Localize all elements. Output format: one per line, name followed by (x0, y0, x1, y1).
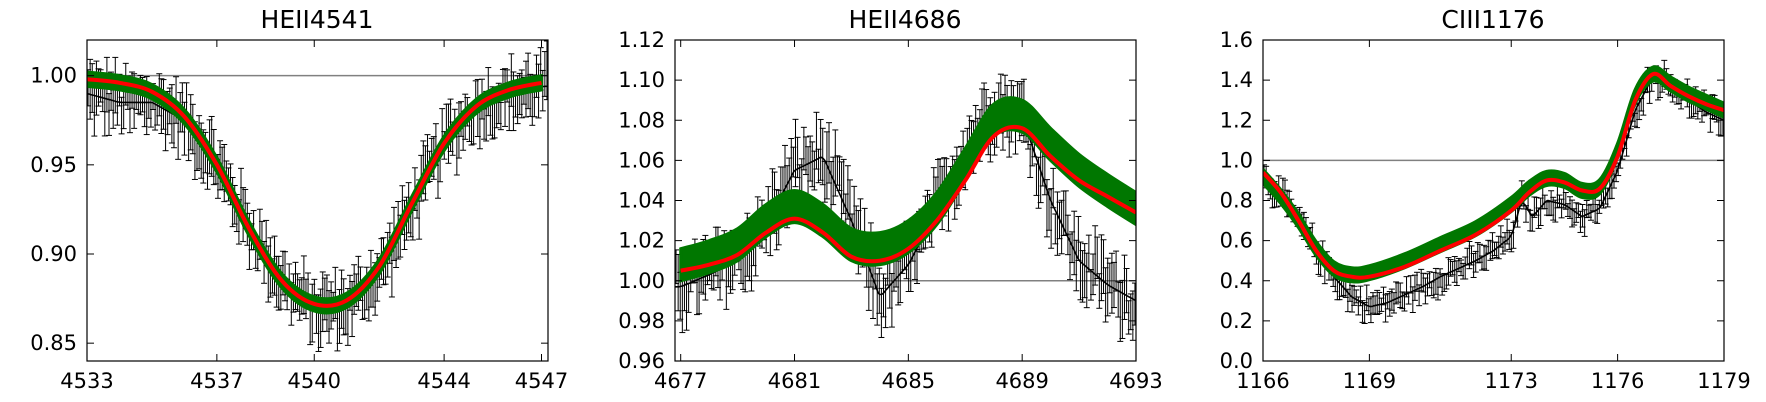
y-tick-label: 0.6 (1220, 229, 1253, 253)
y-tick-label: 1.08 (618, 108, 665, 132)
axes-frame (86, 39, 549, 362)
x-tick-label: 4540 (288, 369, 341, 393)
x-tick-label: 4544 (417, 369, 470, 393)
y-tick-label: 0.95 (30, 153, 77, 177)
y-tick-label: 1.02 (618, 229, 665, 253)
model-band (87, 70, 543, 315)
x-tick-label: 1176 (1591, 369, 1644, 393)
panel-title: HEII4686 (849, 5, 962, 34)
x-tick-label: 4689 (995, 369, 1048, 393)
y-tick-label: 0.96 (618, 349, 665, 373)
x-tick-label: 4681 (768, 369, 821, 393)
panel-title: HEII4541 (261, 5, 374, 34)
y-tick-label: 1.4 (1220, 68, 1253, 92)
plot-area (87, 40, 548, 352)
panel-title: CIII1176 (1441, 5, 1544, 34)
x-tick-label: 1173 (1485, 369, 1538, 393)
panel-ciii1176: CIII1176 0.0 0.2 0.4 0.6 0.8 1.0 1.2 1.4 1.6 1166… (1220, 5, 1751, 393)
plot-area (1263, 59, 1724, 324)
y-tick-label: 0.0 (1220, 349, 1253, 373)
y-tick-label: 1.6 (1220, 28, 1253, 52)
x-tick-label: 1166 (1236, 369, 1289, 393)
y-tick-label: 0.85 (30, 331, 77, 355)
y-tick-label: 0.8 (1220, 189, 1253, 213)
axes-frame (1262, 39, 1725, 362)
y-tick-label: 0.4 (1220, 269, 1253, 293)
observed-series (675, 73, 1136, 342)
y-tick-label: 1.00 (30, 64, 77, 88)
observed-series (1263, 59, 1724, 324)
y-tick-label: 1.0 (1220, 148, 1253, 172)
x-tick-label: 4547 (515, 369, 568, 393)
observed-line (675, 103, 1136, 302)
y-tick-label: 0.98 (618, 309, 665, 333)
x-tick-label: 1179 (1697, 369, 1750, 393)
x-tick-label: 4533 (60, 369, 113, 393)
x-tick-label: 4693 (1109, 369, 1162, 393)
y-tick-label: 1.04 (618, 189, 665, 213)
panel-heii4541: HEII4541 0.85 0.90 0.95 1.00 4533 4537 4540 454… (30, 5, 568, 393)
panel-heii4686: HEII4686 0.96 0.98 1.00 1.02 1.04 1.06 1.08 1.1… (618, 5, 1162, 393)
model-band (679, 96, 1136, 283)
y-tick-label: 1.12 (618, 28, 665, 52)
model-fit-line (680, 124, 1136, 273)
y-tick-label: 1.00 (618, 269, 665, 293)
x-tick-label: 4677 (654, 369, 707, 393)
model-fit-line (87, 77, 542, 308)
y-tick-label: 1.06 (618, 148, 665, 172)
axes-frame (674, 39, 1137, 362)
x-tick-label: 4537 (190, 369, 243, 393)
model-fit-line (1263, 71, 1724, 280)
y-tick-label: 0.2 (1220, 309, 1253, 333)
y-tick-label: 1.10 (618, 68, 665, 92)
observed-line (1263, 76, 1724, 308)
observed-line (87, 85, 548, 312)
y-tick-label: 1.2 (1220, 108, 1253, 132)
x-tick-label: 4685 (882, 369, 935, 393)
plot-area (675, 73, 1136, 342)
x-tick-label: 1169 (1343, 369, 1396, 393)
y-tick-label: 0.90 (30, 242, 77, 266)
